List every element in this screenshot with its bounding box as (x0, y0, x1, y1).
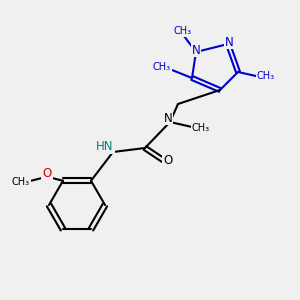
Text: CH₃: CH₃ (174, 26, 192, 36)
Text: CH₃: CH₃ (257, 71, 275, 81)
Text: HN: HN (96, 140, 114, 154)
Text: CH₃: CH₃ (153, 62, 171, 72)
Text: N: N (192, 44, 200, 56)
Text: O: O (42, 167, 52, 180)
Text: CH₃: CH₃ (192, 123, 210, 133)
Text: O: O (164, 154, 172, 167)
Text: N: N (164, 112, 172, 124)
Text: CH₃: CH₃ (12, 177, 30, 187)
Text: N: N (225, 35, 233, 49)
